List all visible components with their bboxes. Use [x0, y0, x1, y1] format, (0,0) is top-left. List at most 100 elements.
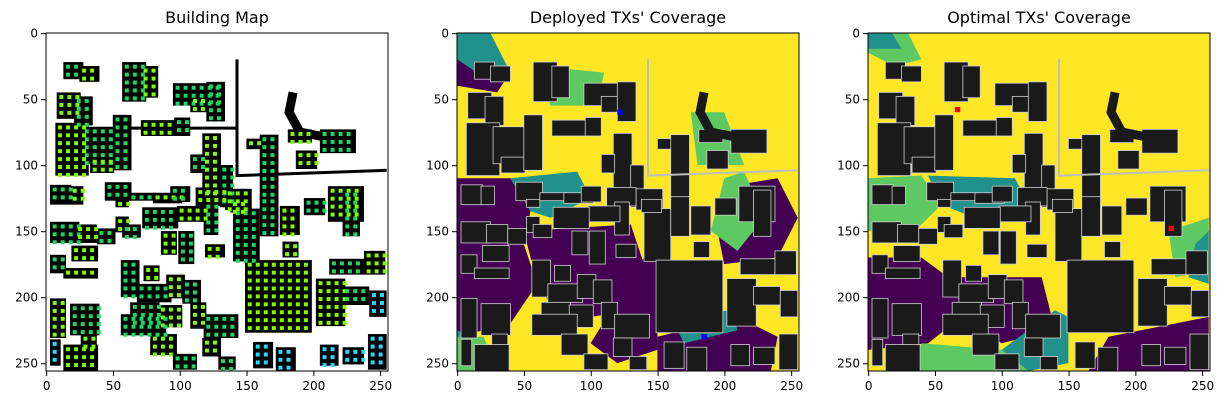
receiver-marker	[290, 139, 295, 144]
receiver-marker	[263, 360, 268, 365]
receiver-marker	[75, 102, 80, 107]
receiver-marker	[66, 64, 71, 69]
receiver-marker	[235, 191, 240, 196]
axes: 0 50 100 150 200 250 0 50 100 150 200 250 Deployed T…	[426, 8, 803, 393]
receiver-marker	[82, 157, 87, 162]
receiver-marker	[342, 289, 347, 294]
building	[730, 344, 750, 367]
receiver-marker	[188, 241, 193, 246]
receiver-marker	[230, 167, 235, 172]
receiver-marker	[107, 231, 112, 236]
receiver-marker	[262, 231, 267, 236]
receiver-marker	[131, 294, 136, 299]
building	[998, 205, 1032, 223]
receiver-marker	[207, 254, 212, 259]
receiver-markers	[52, 64, 387, 371]
building	[918, 228, 938, 245]
receiver-marker	[222, 183, 227, 188]
receiver-marker	[92, 129, 97, 134]
curved-building	[695, 91, 765, 144]
building	[203, 314, 239, 338]
receiver-marker	[151, 122, 156, 127]
receiver-marker	[303, 302, 308, 307]
building	[753, 346, 776, 365]
receiver-marker	[263, 318, 268, 323]
receiver-marker	[82, 149, 87, 154]
building	[500, 156, 526, 174]
receiver-marker	[303, 270, 308, 275]
receiver-marker	[140, 80, 145, 85]
building	[739, 258, 776, 276]
receiver-marker	[298, 161, 303, 166]
receiver-marker	[76, 99, 81, 103]
building	[1137, 278, 1168, 327]
receiver-marker	[156, 304, 161, 309]
receiver-marker	[84, 153, 89, 158]
receiver-marker	[243, 235, 248, 239]
receiver-marker	[74, 355, 79, 360]
building	[484, 95, 505, 126]
building	[560, 333, 589, 356]
building	[552, 206, 590, 229]
receiver-marker	[168, 352, 173, 357]
building	[640, 198, 662, 213]
building	[871, 297, 889, 339]
receiver-marker	[163, 249, 168, 254]
receiver-marker	[66, 149, 71, 154]
receiver-marker	[235, 207, 240, 212]
receiver-marker	[279, 318, 284, 323]
receiver-marker	[108, 129, 113, 134]
plot-area	[868, 33, 1210, 371]
receiver-marker	[287, 302, 292, 307]
receiver-marker	[330, 204, 335, 209]
receiver-marker	[148, 320, 153, 325]
building	[628, 356, 648, 371]
receiver-marker	[124, 64, 129, 69]
receiver-marker	[82, 363, 87, 368]
building	[460, 221, 491, 244]
receiver-marker	[183, 364, 188, 369]
receiver-marker	[140, 88, 145, 93]
panel-title: Optimal TXs' Coverage	[947, 8, 1131, 27]
receiver-marker	[263, 310, 268, 315]
building	[1027, 81, 1048, 122]
receiver-marker	[286, 365, 291, 370]
receiver-marker	[346, 188, 351, 193]
receiver-marker	[82, 172, 87, 177]
receiver-marker	[168, 307, 173, 312]
receiver-marker	[143, 84, 148, 89]
building	[1039, 356, 1059, 371]
receiver-marker	[172, 196, 177, 201]
receiver-marker	[192, 165, 197, 169]
receiver-marker	[262, 161, 267, 166]
building	[583, 353, 609, 371]
receiver-marker	[206, 324, 211, 329]
receiver-marker	[60, 240, 65, 245]
receiver-marker	[115, 192, 120, 197]
receiver-marker	[148, 304, 153, 309]
receiver-marker	[123, 133, 128, 138]
receiver-marker	[100, 129, 105, 134]
receiver-marker	[303, 286, 308, 291]
receiver-marker	[346, 212, 351, 217]
receiver-marker	[262, 184, 267, 189]
receiver-marker	[58, 141, 63, 146]
receiver-marker	[287, 310, 292, 315]
receiver-marker	[215, 254, 220, 259]
building	[551, 119, 587, 137]
building	[884, 267, 921, 279]
receiver-marker	[247, 278, 252, 283]
receiver-marker	[90, 248, 95, 253]
receiver-marker	[200, 165, 205, 169]
receiver-marker	[60, 316, 65, 321]
receiver-marker	[230, 332, 235, 337]
receiver-marker	[160, 225, 165, 230]
receiver-marker	[326, 289, 331, 294]
receiver-marker	[52, 341, 57, 346]
receiver-marker	[86, 235, 91, 239]
receiver-marker	[338, 196, 343, 201]
receiver-marker	[263, 352, 268, 357]
receiver-marker	[183, 93, 188, 98]
receiver-marker	[366, 261, 371, 266]
receiver-marker	[206, 220, 211, 225]
